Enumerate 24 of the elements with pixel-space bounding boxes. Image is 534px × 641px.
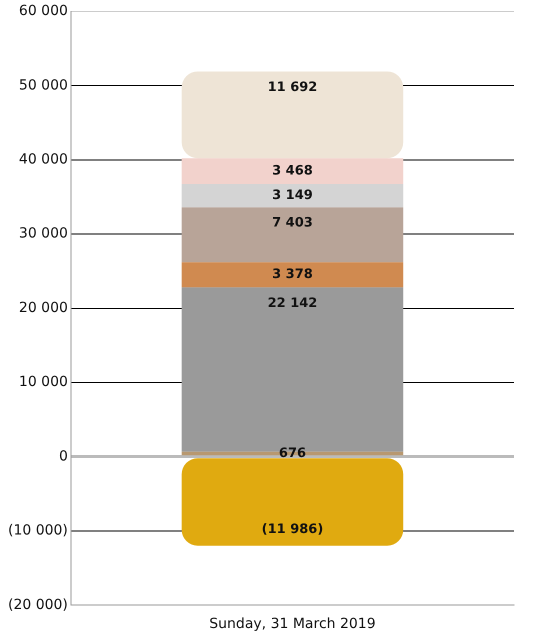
data-label: 3 149 (272, 188, 313, 204)
data-label: 22 142 (268, 296, 318, 311)
y-tick-label: 20 000 (18, 300, 68, 316)
data-label: 7 403 (272, 216, 313, 231)
bar (182, 262, 404, 288)
data-label: 3 378 (272, 267, 313, 282)
y-tick-label: 50 000 (18, 77, 68, 94)
data-label: 676 (278, 446, 306, 461)
bar (182, 71, 404, 158)
y-tick-label: 30 000 (18, 226, 68, 242)
data-label: (11 986) (262, 522, 324, 538)
bar (182, 458, 404, 546)
y-tick-label: 40 000 (18, 151, 68, 168)
y-tick-label: 60 000 (18, 3, 68, 20)
data-label: 11 692 (268, 80, 318, 95)
data-label: 3 468 (272, 163, 313, 178)
y-tick-label: (20 000) (8, 596, 68, 613)
bar (182, 207, 404, 262)
y-tick-label: 10 000 (18, 374, 68, 390)
bar (182, 184, 404, 208)
x-tick-label: Sunday, 31 March 2019 (209, 616, 376, 632)
y-tick-label: 0 (58, 448, 68, 464)
bar (182, 158, 404, 184)
y-tick-label: (10 000) (8, 522, 68, 539)
